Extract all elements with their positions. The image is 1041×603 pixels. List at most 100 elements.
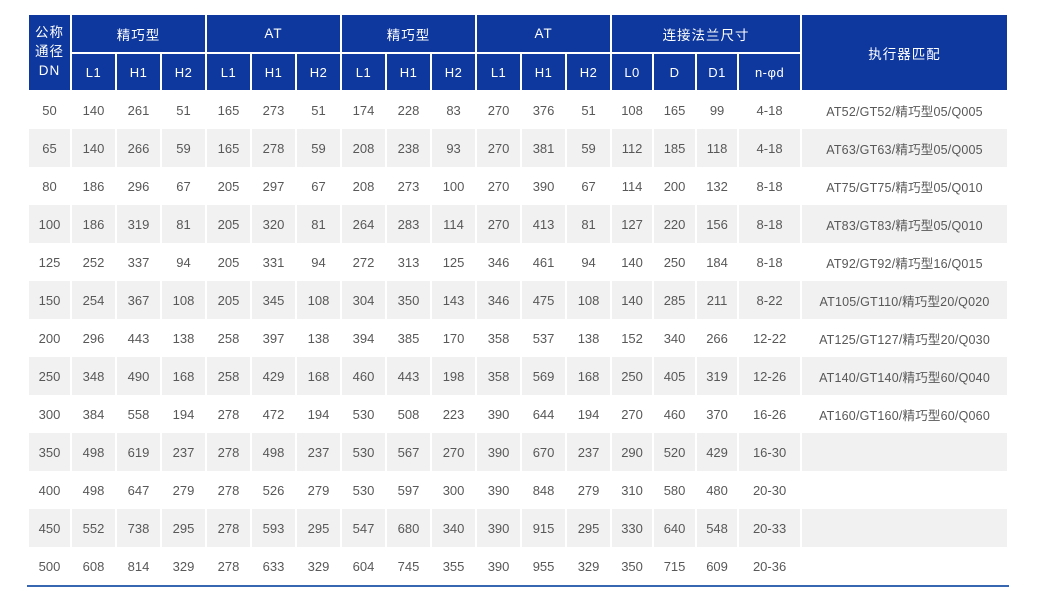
col-header-l1: L1 — [70, 52, 117, 92]
header-group-row: 公称 通径 DN 精巧型 AT 精巧型 AT 连接法兰尺寸 执行器匹配 — [27, 13, 1009, 92]
col-header-n-phi-d: n-φd — [737, 52, 803, 92]
value-cell: 279 — [296, 471, 342, 509]
value-cell: 273 — [251, 91, 297, 129]
col-header-l1: L1 — [340, 52, 388, 92]
dn-cell: 80 — [28, 167, 71, 205]
value-cell: 508 — [386, 395, 432, 433]
valve-spec-table-wrap: 公称 通径 DN 精巧型 AT 精巧型 AT 连接法兰尺寸 执行器匹配 L1 H… — [27, 13, 1009, 587]
value-cell: 633 — [251, 547, 297, 585]
value-cell: 329 — [161, 547, 207, 585]
col-group-compact-1: 精巧型 — [69, 13, 208, 54]
value-cell: 367 — [116, 281, 161, 319]
value-cell: 384 — [71, 395, 116, 433]
value-cell: 558 — [116, 395, 161, 433]
value-cell: 237 — [296, 433, 342, 471]
table-row: 500 608 814 329 278 633 329 604 745 355 390 955 329 3… — [28, 547, 1008, 585]
col-header-d1: D1 — [695, 52, 740, 92]
value-cell: 520 — [653, 433, 697, 471]
value-cell: 609 — [696, 547, 739, 585]
value-cell: 168 — [161, 357, 207, 395]
value-cell: 355 — [431, 547, 477, 585]
value-cell: 530 — [341, 395, 387, 433]
value-cell: 170 — [431, 319, 477, 357]
value-cell: 443 — [386, 357, 432, 395]
value-cell: 313 — [386, 243, 432, 281]
dn-cell: 125 — [28, 243, 71, 281]
value-cell: 8-18 — [738, 243, 802, 281]
value-cell: 114 — [611, 167, 654, 205]
value-cell: 283 — [386, 205, 432, 243]
value-cell: 258 — [206, 319, 252, 357]
value-cell: 258 — [206, 357, 252, 395]
value-cell: 93 — [431, 129, 477, 167]
value-cell: 67 — [296, 167, 342, 205]
value-cell: 205 — [206, 243, 252, 281]
value-cell: 270 — [476, 167, 522, 205]
dn-cell: 450 — [28, 509, 71, 547]
value-cell: 99 — [696, 91, 739, 129]
col-header-l1: L1 — [205, 52, 253, 92]
value-cell: 198 — [431, 357, 477, 395]
value-cell: 460 — [341, 357, 387, 395]
value-cell: 4-18 — [738, 129, 802, 167]
value-cell: 390 — [476, 433, 522, 471]
value-cell: 8-18 — [738, 167, 802, 205]
value-cell: 220 — [653, 205, 697, 243]
value-cell: 272 — [341, 243, 387, 281]
value-cell: 490 — [116, 357, 161, 395]
actuator-cell: AT140/GT140/精巧型60/Q040 — [801, 357, 1008, 395]
value-cell: 350 — [386, 281, 432, 319]
value-cell: 118 — [696, 129, 739, 167]
col-header-h1: H1 — [520, 52, 568, 92]
dn-cell: 200 — [28, 319, 71, 357]
value-cell: 472 — [251, 395, 297, 433]
value-cell: 530 — [341, 433, 387, 471]
col-group-flange: 连接法兰尺寸 — [610, 13, 803, 54]
value-cell: 59 — [296, 129, 342, 167]
value-cell: 537 — [521, 319, 567, 357]
value-cell: 329 — [566, 547, 612, 585]
actuator-cell — [801, 471, 1008, 509]
value-cell: 237 — [566, 433, 612, 471]
actuator-cell: AT52/GT52/精巧型05/Q005 — [801, 91, 1008, 129]
table-row: 150 254 367 108 205 345 108 304 350 143 346 475 108 1… — [28, 281, 1008, 319]
value-cell: 194 — [566, 395, 612, 433]
table-row: 350 498 619 237 278 498 237 530 567 270 390 670 237 2… — [28, 433, 1008, 471]
dn-cell: 400 — [28, 471, 71, 509]
value-cell: 278 — [206, 471, 252, 509]
table-row: 400 498 647 279 278 526 279 530 597 300 390 848 279 3… — [28, 471, 1008, 509]
value-cell: 498 — [71, 471, 116, 509]
value-cell: 567 — [386, 433, 432, 471]
value-cell: 345 — [251, 281, 297, 319]
valve-spec-table: 公称 通径 DN 精巧型 AT 精巧型 AT 连接法兰尺寸 执行器匹配 L1 H… — [27, 13, 1009, 585]
value-cell: 715 — [653, 547, 697, 585]
dn-cell: 500 — [28, 547, 71, 585]
value-cell: 644 — [521, 395, 567, 433]
dn-cell: 65 — [28, 129, 71, 167]
value-cell: 8-18 — [738, 205, 802, 243]
table-row: 450 552 738 295 278 593 295 547 680 340 390 915 295 3… — [28, 509, 1008, 547]
value-cell: 738 — [116, 509, 161, 547]
value-cell: 295 — [161, 509, 207, 547]
value-cell: 208 — [341, 167, 387, 205]
value-cell: 237 — [161, 433, 207, 471]
table-row: 250 348 490 168 258 429 168 460 443 198 358 569 168 2… — [28, 357, 1008, 395]
col-header-h2: H2 — [565, 52, 613, 92]
value-cell: 156 — [696, 205, 739, 243]
dn-cell: 250 — [28, 357, 71, 395]
value-cell: 200 — [653, 167, 697, 205]
value-cell: 108 — [611, 91, 654, 129]
value-cell: 138 — [161, 319, 207, 357]
table-row: 200 296 443 138 258 397 138 394 385 170 358 537 138 1… — [28, 319, 1008, 357]
value-cell: 59 — [161, 129, 207, 167]
value-cell: 381 — [521, 129, 567, 167]
table-row: 65 140 266 59 165 278 59 208 238 93 270 381 59 112 185… — [28, 129, 1008, 167]
header-sub-row: L1 H1 H2 L1 H1 H2 L1 H1 H2 L1 H1 H2 L0 D… — [28, 52, 1008, 92]
value-cell: 915 — [521, 509, 567, 547]
value-cell: 81 — [161, 205, 207, 243]
col-header-h1: H1 — [385, 52, 433, 92]
value-cell: 548 — [696, 509, 739, 547]
value-cell: 12-22 — [738, 319, 802, 357]
col-header-h1: H1 — [250, 52, 298, 92]
actuator-cell: AT125/GT127/精巧型20/Q030 — [801, 319, 1008, 357]
